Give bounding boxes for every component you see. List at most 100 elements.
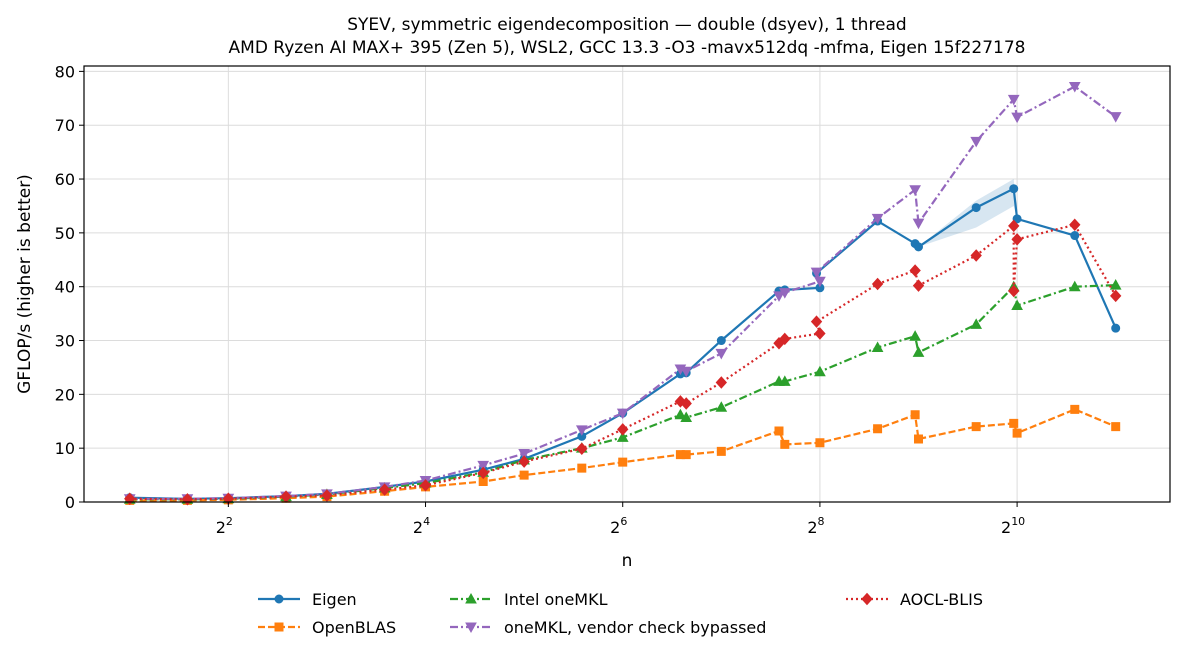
x-tick-label: 24 — [413, 515, 430, 537]
legend-entry-intel-onemkl: Intel oneMKL — [450, 590, 608, 609]
data-point-aocl-blis — [617, 423, 629, 436]
data-point-openblas — [873, 424, 883, 434]
legend-marker — [861, 592, 873, 606]
y-tick-label: 80 — [55, 62, 75, 81]
data-point-intel-onemkl — [970, 318, 983, 329]
y-tick-label: 40 — [55, 278, 75, 297]
y-tick-label: 70 — [55, 116, 75, 135]
data-point-aocl-blis — [810, 315, 823, 328]
data-point-openblas — [519, 470, 529, 480]
plot-frame — [83, 65, 1171, 503]
data-point-aocl-blis — [1008, 219, 1020, 233]
legend-entry-eigen: Eigen — [258, 590, 357, 609]
data-point-openblas — [914, 434, 924, 444]
legend-label: AOCL-BLIS — [900, 590, 983, 609]
data-point-intel-onemkl — [778, 375, 791, 386]
data-point-openblas — [618, 457, 628, 467]
data-point-onemkl-vendor-check-bypassed — [773, 291, 785, 302]
data-point-intel-onemkl — [1011, 299, 1023, 311]
data-point-intel-onemkl — [616, 431, 629, 442]
x-axis-label: n — [622, 551, 633, 571]
data-point-onemkl-vendor-check-bypassed — [909, 185, 921, 196]
series-aocl-blis — [124, 218, 1122, 506]
data-point-onemkl-vendor-check-bypassed — [912, 218, 925, 230]
data-point-openblas — [815, 438, 825, 448]
data-point-onemkl-vendor-check-bypassed — [680, 366, 693, 378]
legend-marker — [274, 622, 284, 632]
y-axis-label: GFLOP/s (higher is better) — [15, 174, 35, 394]
data-point-onemkl-vendor-check-bypassed — [810, 267, 823, 279]
data-point-intel-onemkl — [909, 330, 921, 341]
legend-label: Eigen — [312, 590, 357, 609]
data-point-aocl-blis — [814, 327, 826, 340]
data-point-onemkl-vendor-check-bypassed — [1068, 81, 1081, 93]
x-tick-label: 28 — [807, 515, 824, 537]
data-point-openblas — [1012, 428, 1022, 438]
data-point-aocl-blis — [419, 479, 432, 492]
data-point-onemkl-vendor-check-bypassed — [1007, 94, 1020, 106]
series-line-aocl-blis — [129, 223, 1117, 501]
data-point-intel-onemkl — [1068, 280, 1081, 292]
data-point-intel-onemkl — [715, 401, 728, 412]
data-point-onemkl-vendor-check-bypassed — [715, 348, 728, 360]
data-point-eigen — [1012, 214, 1022, 224]
data-point-openblas — [716, 446, 726, 456]
data-point-aocl-blis — [871, 277, 884, 291]
data-point-intel-onemkl — [871, 341, 884, 353]
data-point-eigen — [971, 203, 981, 213]
data-point-onemkl-vendor-check-bypassed — [616, 408, 629, 420]
data-point-aocl-blis — [1110, 289, 1122, 303]
y-tick-label: 10 — [55, 439, 75, 458]
data-point-intel-onemkl — [912, 346, 925, 357]
data-point-eigen — [716, 336, 726, 346]
data-point-onemkl-vendor-check-bypassed — [970, 136, 983, 148]
x-tick-label: 210 — [1001, 515, 1025, 537]
ticks: 0 10 20 30 40 50 60 70 80 22 24 26 28 210 — [55, 62, 1026, 537]
data-point-onemkl-vendor-check-bypassed — [871, 213, 884, 225]
data-point-aocl-blis — [518, 455, 530, 468]
legend-marker — [465, 622, 477, 634]
y-tick-label: 50 — [55, 224, 75, 243]
data-point-onemkl-vendor-check-bypassed — [1011, 112, 1023, 124]
data-point-onemkl-vendor-check-bypassed — [1109, 112, 1122, 123]
data-point-intel-onemkl — [814, 365, 826, 377]
legend-entry-openblas: OpenBLAS — [258, 618, 396, 637]
data-point-aocl-blis — [1008, 284, 1020, 298]
x-tick-label: 22 — [216, 515, 233, 537]
data-point-aocl-blis — [1011, 233, 1023, 246]
data-point-openblas — [1009, 418, 1019, 428]
data-point-openblas — [1070, 404, 1080, 414]
data-point-openblas — [681, 450, 691, 460]
data-point-eigen — [914, 242, 924, 252]
data-point-aocl-blis — [680, 397, 692, 410]
data-point-onemkl-vendor-check-bypassed — [518, 449, 530, 460]
series-line-eigen — [129, 187, 1117, 500]
y-tick-label: 30 — [55, 332, 75, 351]
data-point-aocl-blis — [970, 249, 982, 262]
data-point-eigen — [1009, 184, 1019, 194]
data-point-aocl-blis — [321, 489, 333, 502]
data-point-aocl-blis — [912, 279, 925, 292]
data-point-onemkl-vendor-check-bypassed — [778, 288, 791, 299]
data-point-aocl-blis — [715, 376, 727, 389]
legend-label: Intel oneMKL — [504, 590, 608, 609]
data-point-openblas — [577, 463, 587, 473]
data-point-onemkl-vendor-check-bypassed — [477, 460, 490, 472]
data-point-intel-onemkl — [1109, 279, 1122, 290]
y-tick-label: 0 — [65, 493, 75, 512]
legend-entry-aocl-blis: AOCL-BLIS — [846, 590, 983, 609]
series-layer — [123, 81, 1122, 506]
y-tick-label: 20 — [55, 385, 75, 404]
data-point-openblas — [774, 426, 784, 436]
legend-entry-onemkl-vendor-check-bypassed: oneMKL, vendor check bypassed — [450, 618, 766, 637]
data-point-intel-onemkl — [680, 411, 693, 422]
chart-subtitle: AMD Ryzen AI MAX+ 395 (Zen 5), WSL2, GCC… — [229, 38, 1026, 58]
legend-marker — [274, 594, 284, 604]
legend-marker — [465, 592, 477, 604]
data-point-intel-onemkl — [674, 408, 687, 420]
data-point-openblas — [780, 439, 790, 449]
legend: Eigen OpenBLAS Intel oneMKL oneMKL, vendor … — [258, 590, 983, 637]
y-tick-label: 60 — [55, 170, 75, 189]
legend-label: OpenBLAS — [312, 618, 396, 637]
